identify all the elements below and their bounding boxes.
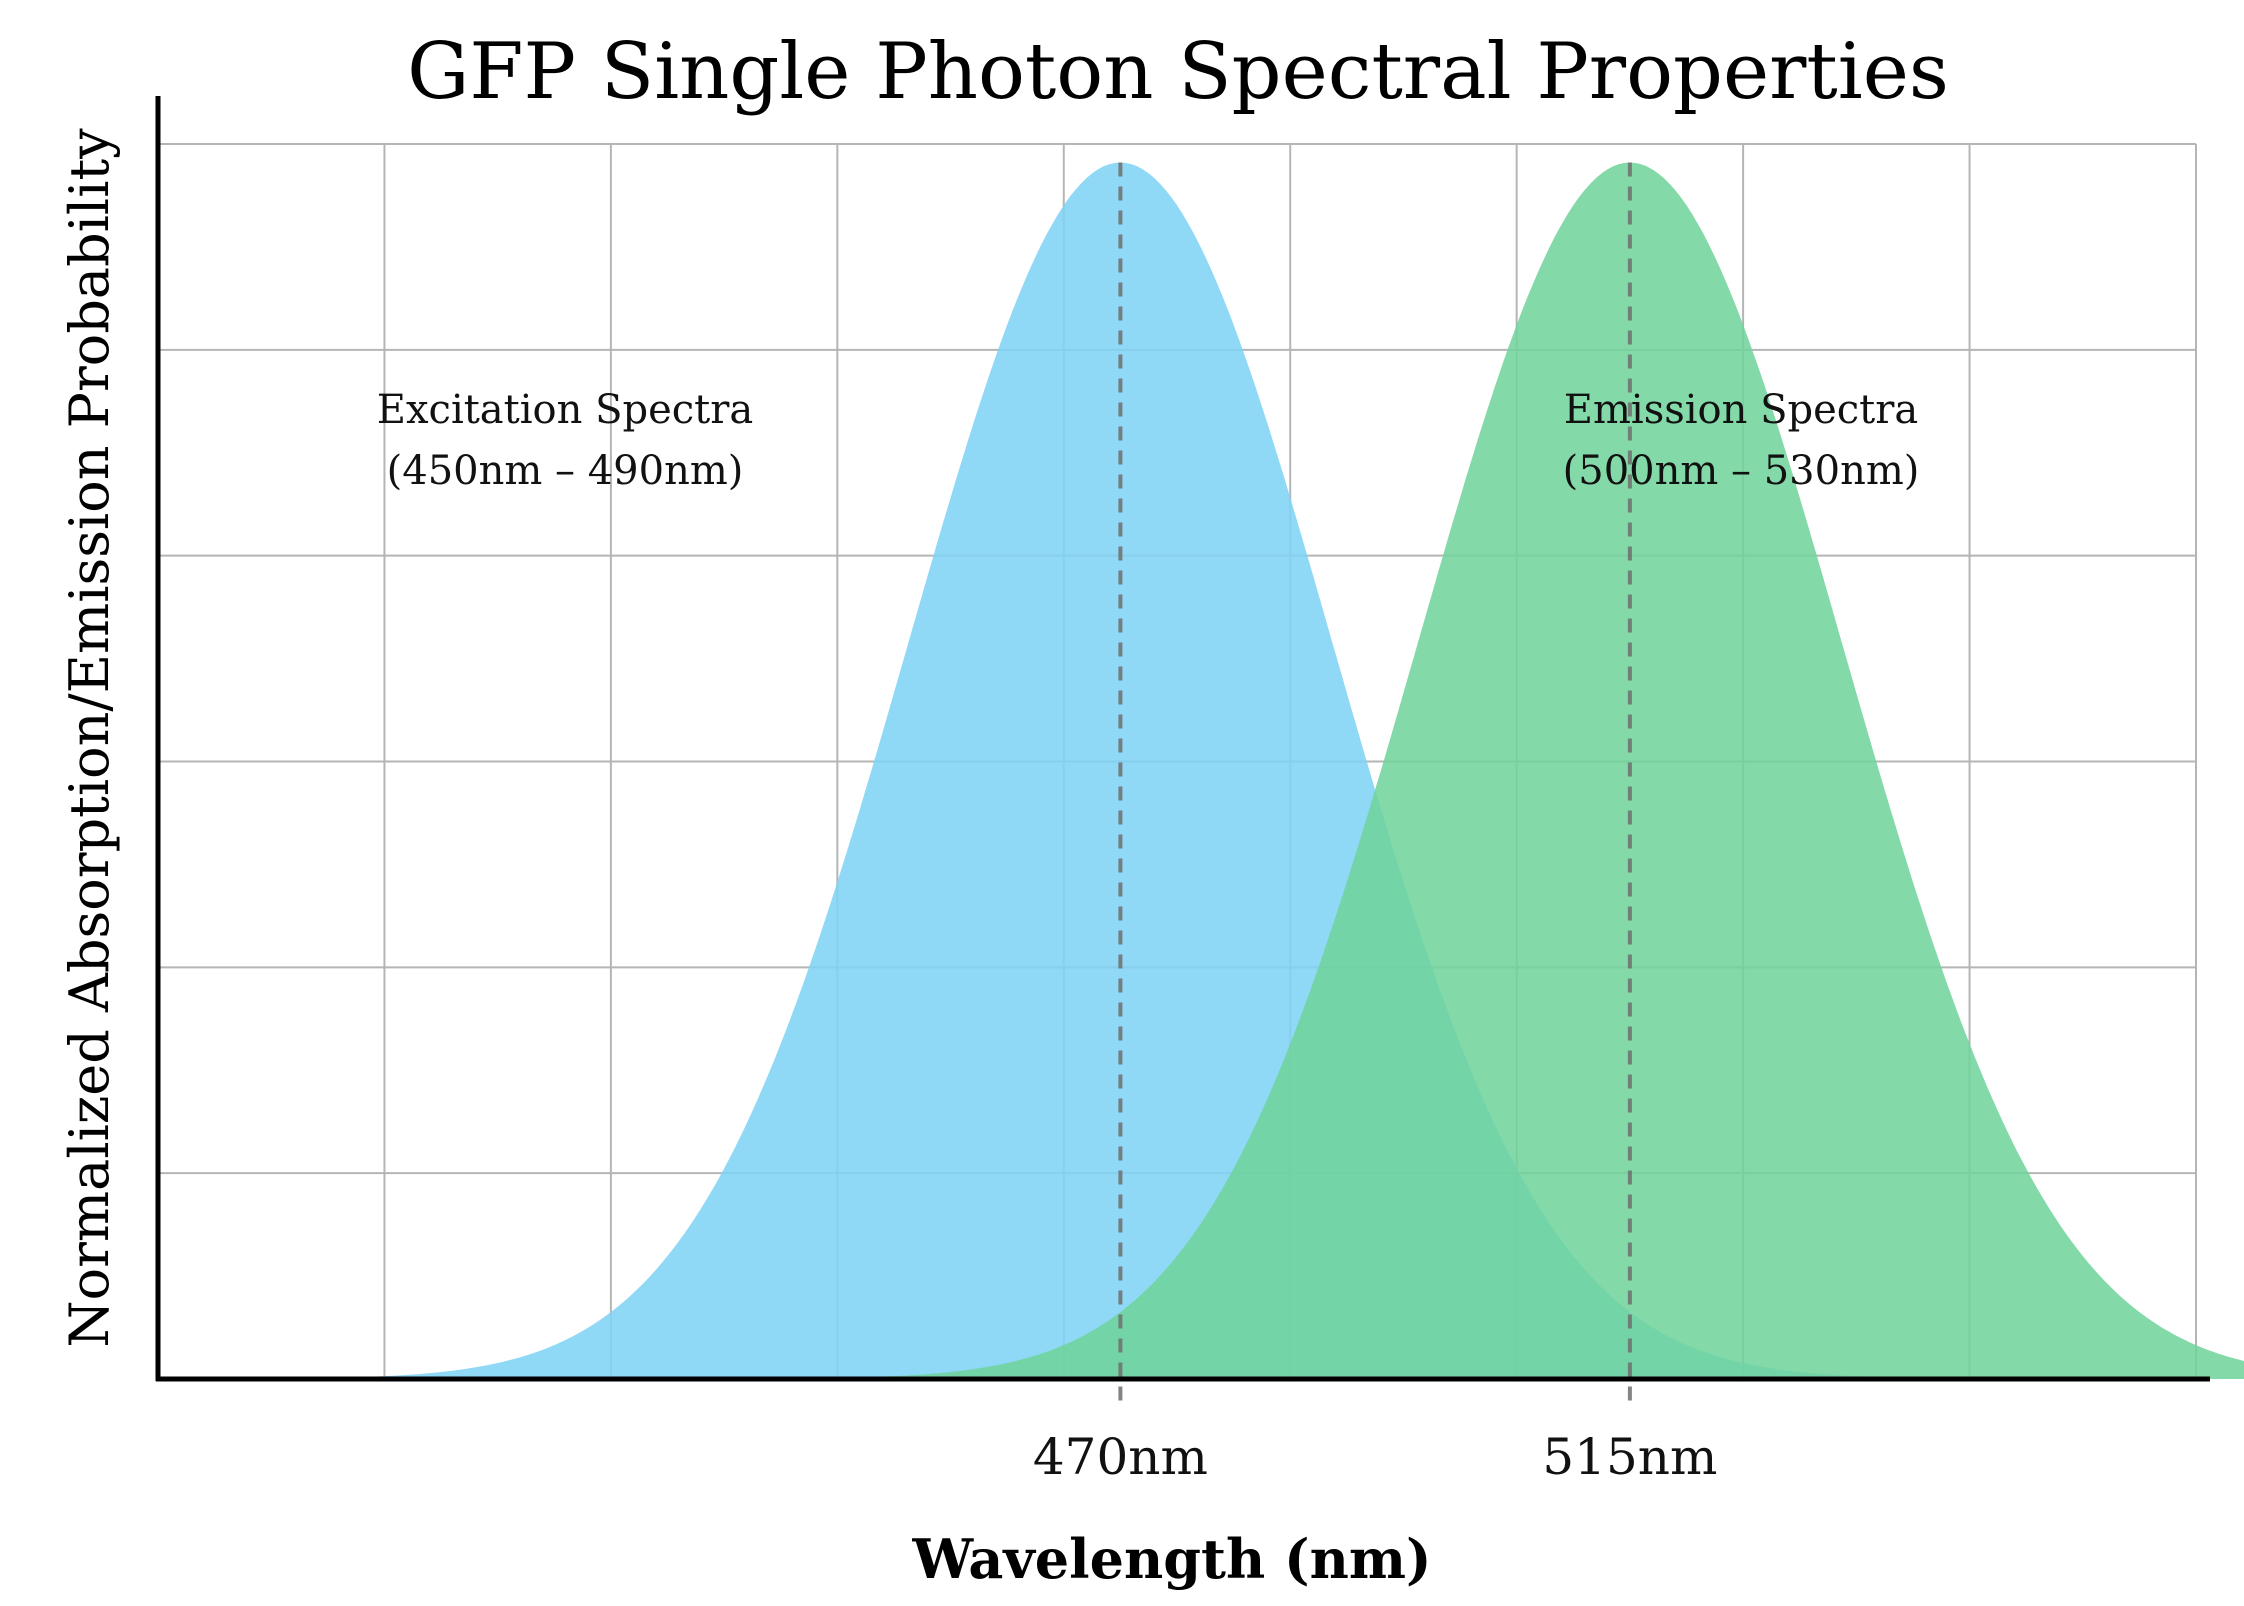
x-tick-label-470: 470nm <box>1033 1428 1208 1486</box>
chart-title: GFP Single Photon Spectral Properties <box>407 27 1949 117</box>
axes <box>155 96 2210 1382</box>
x-tick-labels: 470nm 515nm <box>1033 1428 1718 1486</box>
x-tick-label-515: 515nm <box>1542 1428 1717 1486</box>
annotation-excitation-label: Excitation Spectra <box>377 387 753 433</box>
annotation-excitation-range: (450nm – 490nm) <box>387 448 744 494</box>
spectra-areas <box>124 162 2244 1379</box>
peak-lines <box>1118 162 1632 1407</box>
annotation-emission-label: Emission Spectra <box>1564 387 1918 433</box>
x-axis-title: Wavelength (nm) <box>911 1527 1431 1591</box>
emission-area <box>633 162 2244 1379</box>
y-axis-title: Normalized Absorption/Emission Probabili… <box>58 128 121 1348</box>
annotation-emission-range: (500nm – 530nm) <box>1563 448 1920 494</box>
